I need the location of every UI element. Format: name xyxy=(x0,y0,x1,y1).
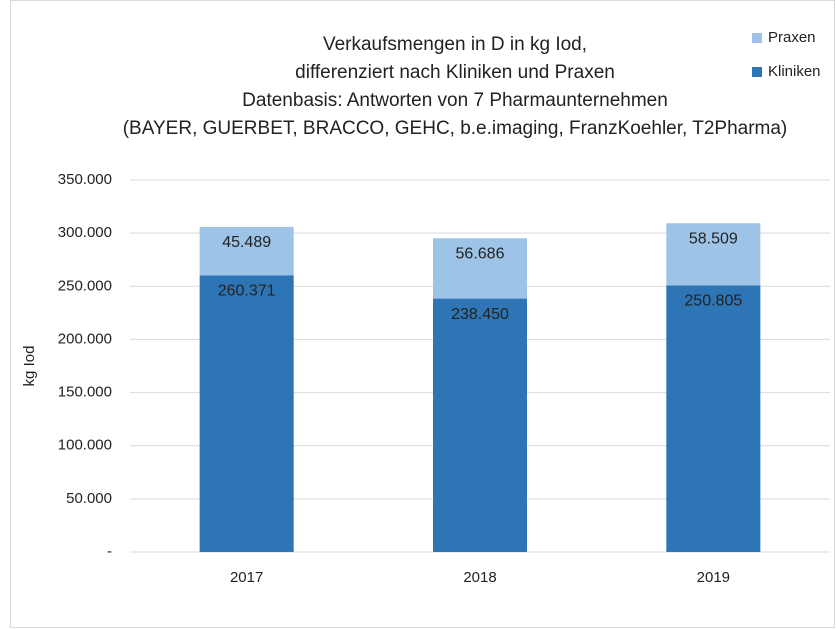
y-tick-label: 50.000 xyxy=(66,490,112,507)
legend-label: Kliniken xyxy=(768,63,821,80)
x-tick-label: 2019 xyxy=(697,569,730,586)
chart-title: differenziert nach Kliniken und Praxen xyxy=(295,62,615,83)
y-axis-label: kg Iod xyxy=(21,346,38,387)
x-tick-label: 2017 xyxy=(230,569,263,586)
bar-segment xyxy=(666,223,761,286)
data-label: 56.686 xyxy=(456,246,505,263)
data-label: 45.489 xyxy=(222,234,271,251)
y-tick-label: 250.000 xyxy=(58,277,112,294)
chart-title: Datenbasis: Antworten von 7 Pharmauntern… xyxy=(242,90,668,111)
y-tick-label: 350.000 xyxy=(58,171,112,188)
bar-segment xyxy=(666,285,761,552)
bar-segment xyxy=(199,275,294,552)
y-tick-label: 300.000 xyxy=(58,224,112,241)
data-label: 260.371 xyxy=(218,282,276,299)
chart-title: Verkaufsmengen in D in kg Iod, xyxy=(323,34,587,55)
data-label: 58.509 xyxy=(689,230,738,247)
legend-label: Praxen xyxy=(768,29,816,46)
bar-segment xyxy=(433,238,527,299)
chart-title: (BAYER, GUERBET, BRACCO, GEHC, b.e.imagi… xyxy=(123,118,788,139)
data-label: 250.805 xyxy=(684,293,742,310)
bar-segment xyxy=(199,226,294,276)
x-tick-label: 2018 xyxy=(463,569,496,586)
y-tick-label: 100.000 xyxy=(58,437,112,454)
data-label: 238.450 xyxy=(451,306,509,323)
y-tick-label: 150.000 xyxy=(58,384,112,401)
y-tick-label: 200.000 xyxy=(58,330,112,347)
legend-swatch xyxy=(752,33,762,43)
legend-swatch xyxy=(752,67,762,77)
bar-segment xyxy=(433,298,527,552)
y-tick-label: - xyxy=(107,543,112,560)
